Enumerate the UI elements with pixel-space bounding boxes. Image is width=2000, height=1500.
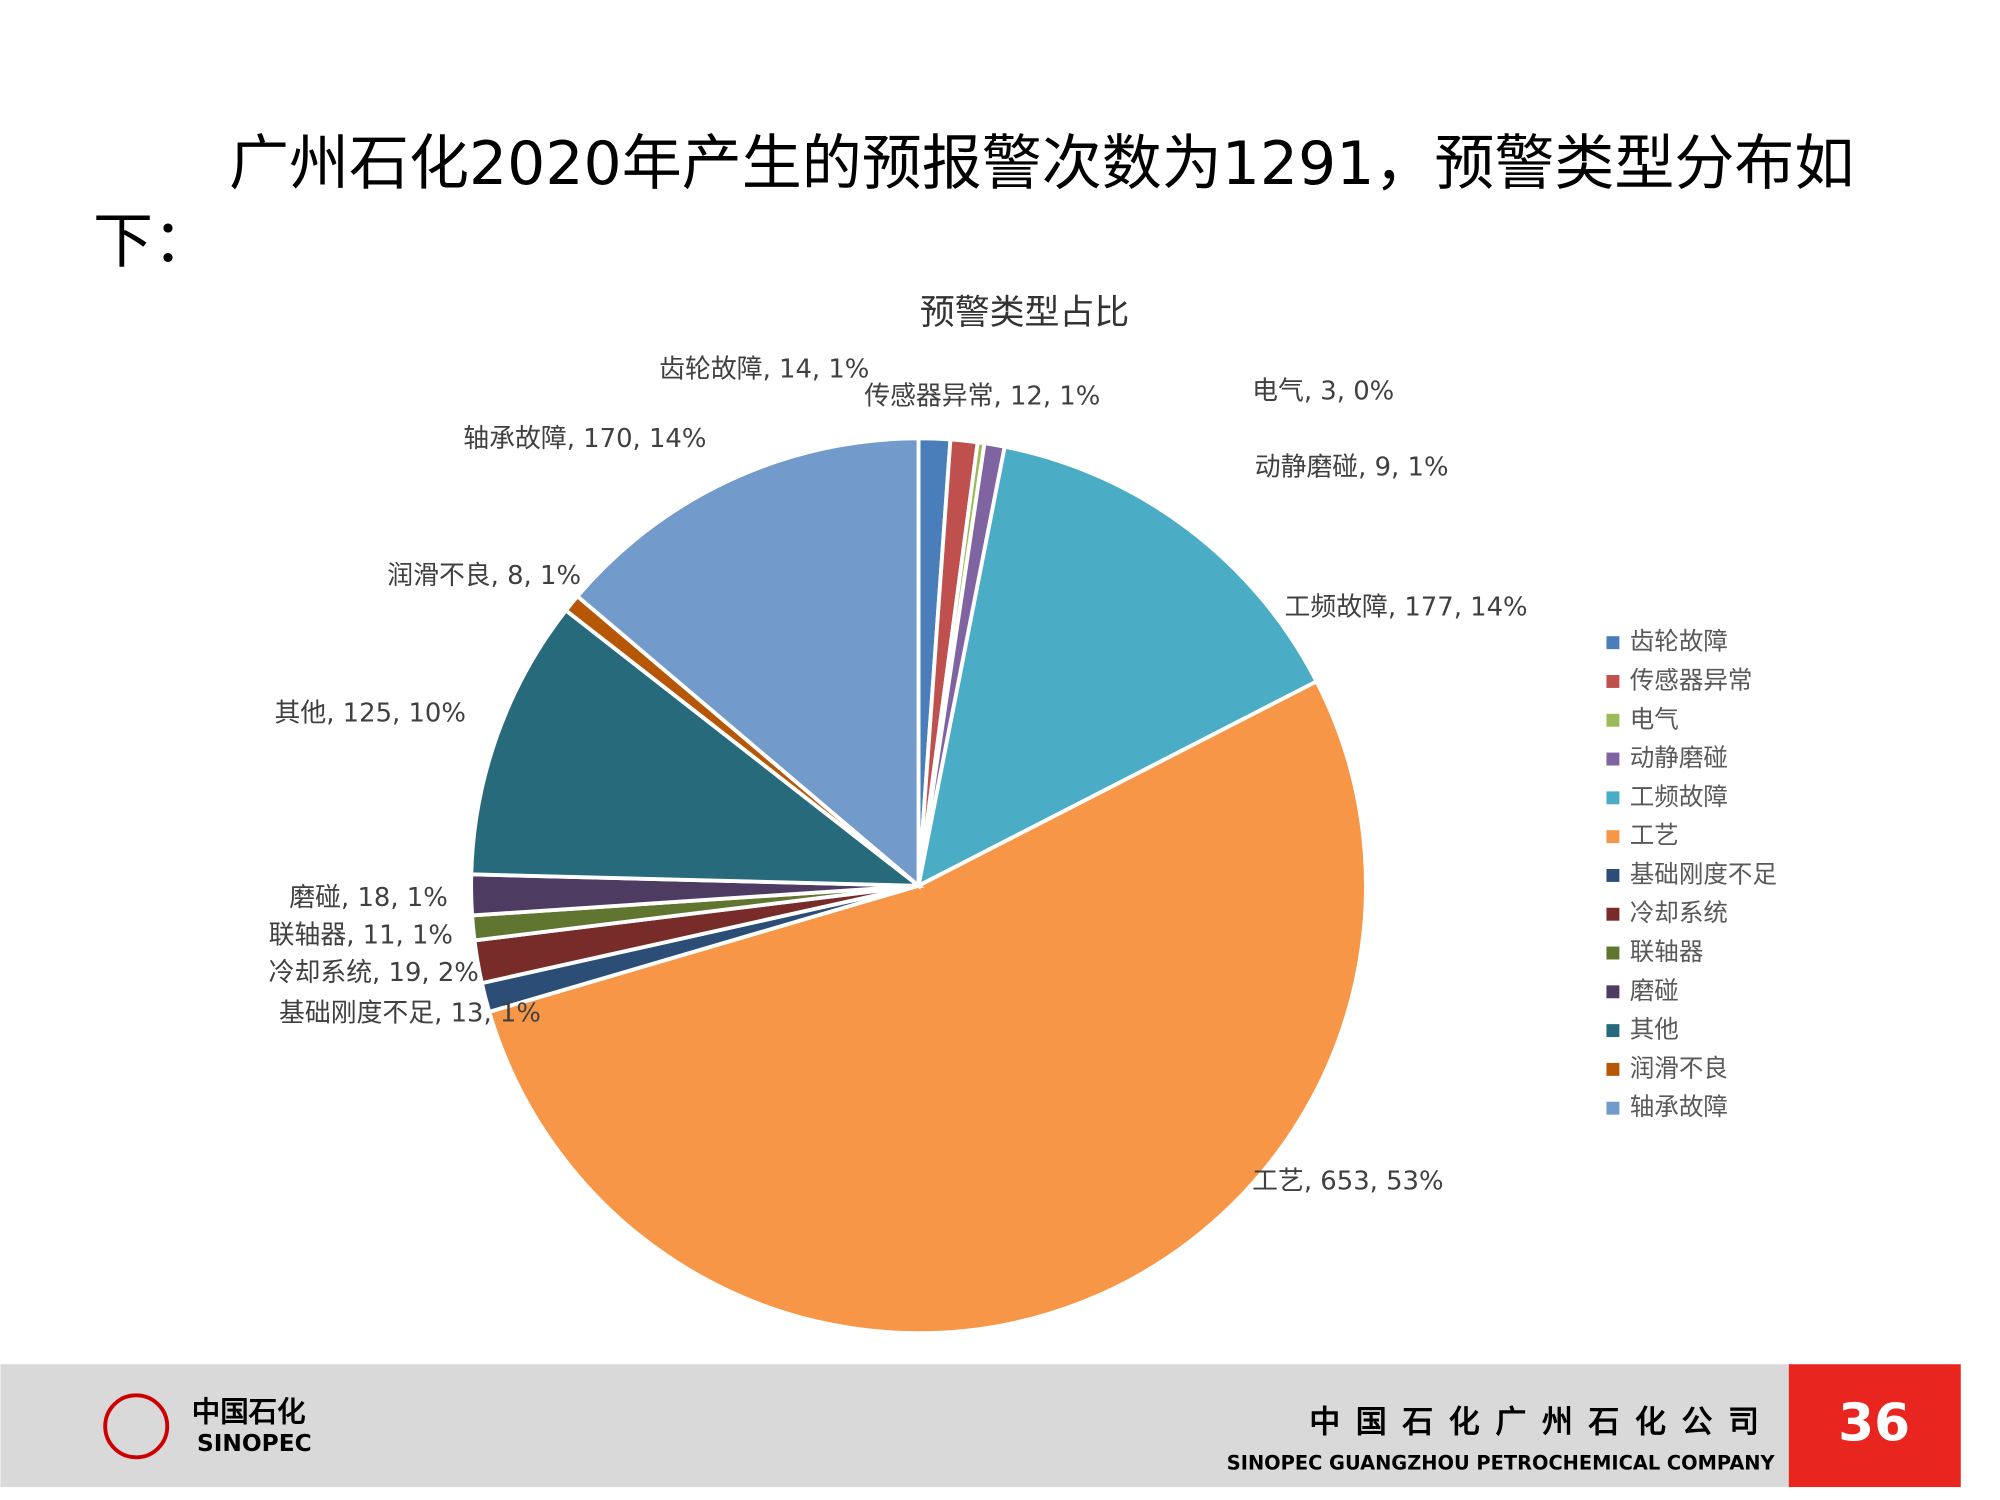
data-label: 润滑不良, 8, 1%	[387, 561, 581, 591]
pie-slice	[486, 678, 1368, 1336]
legend-label: 传感器异常	[1630, 665, 1753, 694]
legend-swatch	[1606, 752, 1620, 766]
company-en: SINOPEC GUANGZHOU PETROCHEMICAL COMPANY	[1227, 1451, 1776, 1474]
legend-label: 动静磨碰	[1630, 743, 1728, 772]
logo-en: SINOPEC	[197, 1430, 312, 1457]
legend-swatch	[1606, 636, 1620, 650]
data-label: 基础刚度不足, 13, 1%	[279, 998, 541, 1028]
data-label: 齿轮故障, 14, 1%	[659, 354, 869, 384]
legend-label: 轴承故障	[1630, 1092, 1728, 1121]
page-box	[1788, 1364, 1961, 1488]
legend-swatch	[1606, 1024, 1620, 1038]
legend-label: 润滑不良	[1630, 1053, 1728, 1082]
data-label: 联轴器, 11, 1%	[269, 921, 453, 951]
logo-cn: 中国石化	[192, 1395, 306, 1428]
legend-swatch	[1606, 907, 1620, 921]
legend-label: 工艺	[1630, 821, 1679, 850]
legend-swatch	[1606, 830, 1620, 844]
legend-label: 工频故障	[1630, 782, 1728, 811]
legend-swatch	[1606, 675, 1620, 688]
legend-label: 冷却系统	[1630, 898, 1728, 927]
legend-swatch	[1606, 868, 1620, 882]
data-label: 传感器异常, 12, 1%	[864, 381, 1100, 411]
pie-slice	[574, 436, 921, 890]
data-label: 工频故障, 177, 14%	[1284, 592, 1527, 622]
data-label: 工艺, 653, 53%	[1252, 1166, 1443, 1196]
data-label: 轴承故障, 170, 14%	[463, 424, 706, 454]
legend-swatch	[1606, 946, 1620, 960]
legend-label: 齿轮故障	[1630, 627, 1728, 656]
data-label: 冷却系统, 19, 2%	[269, 958, 479, 988]
legend-swatch	[1606, 1101, 1620, 1115]
page-number: 36	[1838, 1393, 1910, 1453]
footer-band	[0, 1364, 1789, 1488]
data-label: 动静磨碰, 9, 1%	[1255, 453, 1449, 483]
pie-slice	[915, 444, 1320, 890]
legend-swatch	[1606, 1062, 1620, 1076]
legend-label: 联轴器	[1630, 937, 1704, 966]
data-label: 磨碰, 18, 1%	[289, 883, 448, 913]
legend-label: 基础刚度不足	[1630, 859, 1777, 888]
data-label: 其他, 125, 10%	[275, 698, 466, 728]
pie-slice	[469, 607, 925, 888]
legend-swatch	[1606, 791, 1620, 805]
data-label: 电气, 3, 0%	[1252, 376, 1394, 406]
legend-label: 其他	[1630, 1015, 1679, 1044]
legend-swatch	[1606, 713, 1620, 727]
company-cn: 中国石化广州石化公司	[1309, 1405, 1774, 1441]
slide-heading: 广州石化2020年产生的预报警次数为1291，预警类型分布如下：	[93, 129, 1855, 277]
legend-label: 磨碰	[1630, 976, 1679, 1005]
legend-label: 电气	[1630, 704, 1679, 733]
chart-title: 预警类型占比	[920, 293, 1129, 333]
logo-mark	[103, 1393, 170, 1460]
legend-swatch	[1606, 985, 1620, 999]
